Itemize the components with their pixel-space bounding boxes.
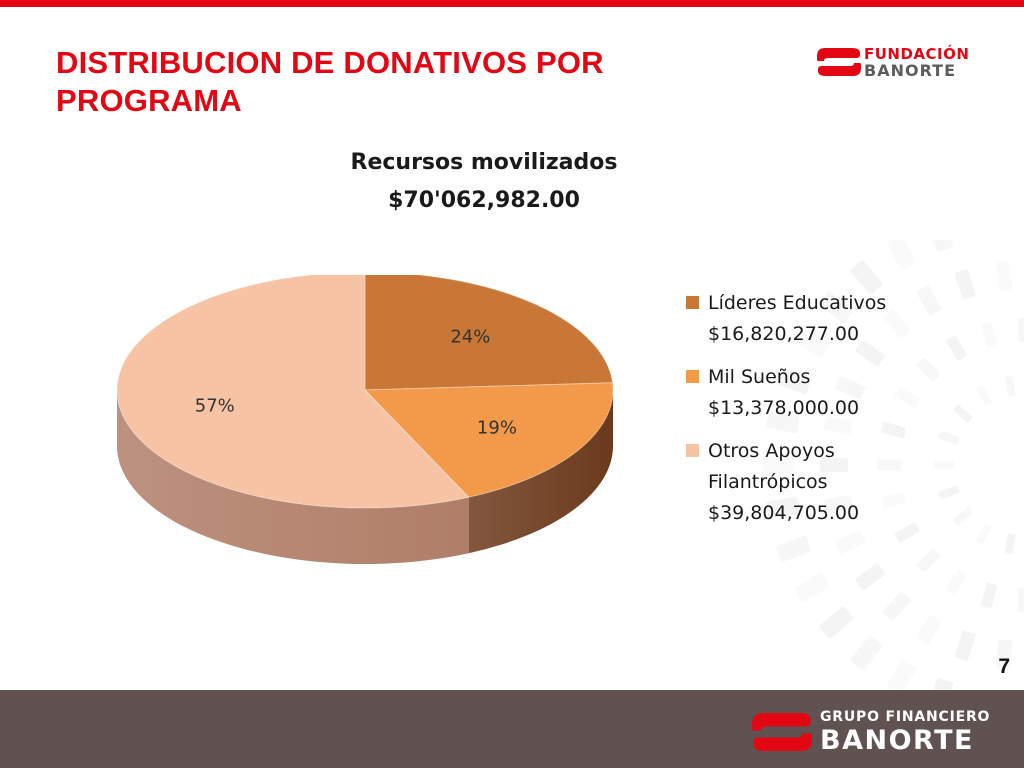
pie-percent-label: 57%	[195, 396, 235, 417]
pie-slice-side	[468, 390, 613, 554]
chart-title-line: $70'062,982.00	[388, 188, 580, 213]
banorte-mark-icon	[817, 48, 861, 76]
top-accent-bar	[0, 0, 1024, 7]
logo-line-banorte: BANORTE	[864, 61, 957, 80]
logo-line-grupo-financiero: GRUPO FINANCIERO	[820, 709, 991, 725]
legend-label-line: $16,820,277.00	[708, 323, 860, 345]
page-number: 7	[998, 655, 1010, 678]
pie-slice-side	[117, 390, 469, 564]
decorative-pattern	[763, 240, 1024, 690]
legend-label-line: Filantrópicos	[708, 471, 828, 493]
legend-label: Mil Sueños $13,378,000.00	[708, 362, 946, 424]
chart-legend: Líderes Educativos $16,820,277.00 Mil Sueñ…	[686, 288, 946, 541]
legend-label-line: $39,804,705.00	[708, 502, 860, 524]
legend-item: Mil Sueños $13,378,000.00	[686, 362, 946, 424]
legend-swatch	[686, 296, 699, 309]
legend-label-line: Mil Sueños	[708, 366, 811, 388]
chart-title-line: Recursos movilizados	[350, 150, 618, 175]
legend-label: Líderes Educativos $16,820,277.00	[708, 288, 946, 350]
pie-chart: 24% 19% 57%	[116, 275, 614, 564]
pie-percent-label: 24%	[450, 327, 490, 348]
legend-label-line: Líderes Educativos	[708, 292, 887, 314]
legend-swatch	[686, 444, 699, 457]
pie-slice	[363, 382, 614, 498]
legend-label-line: Otros Apoyos	[708, 440, 835, 462]
pie-percent-label: 19%	[477, 418, 517, 439]
pie-slice	[364, 275, 614, 391]
footer-bar	[0, 690, 1024, 768]
chart-title: Recursos movilizados $70'062,982.00	[284, 144, 684, 220]
logo-line-fundacion: FUNDACIÓN	[864, 45, 970, 63]
slide-title: DISTRIBUCION DE DONATIVOS POR PROGRAMA	[56, 45, 604, 118]
fundacion-banorte-logo: FUNDACIÓN BANORTE	[814, 46, 994, 80]
pie-slice	[116, 275, 470, 509]
logo-line-banorte: BANORTE	[820, 725, 974, 756]
legend-swatch	[686, 370, 699, 383]
grupo-financiero-banorte-logo: GRUPO FINANCIERO BANORTE	[748, 708, 1014, 756]
legend-label: Otros Apoyos Filantrópicos $39,804,705.00	[708, 436, 946, 529]
legend-item: Líderes Educativos $16,820,277.00	[686, 288, 946, 350]
legend-item: Otros Apoyos Filantrópicos $39,804,705.00	[686, 436, 946, 529]
banorte-mark-icon	[752, 712, 812, 752]
legend-label-line: $13,378,000.00	[708, 397, 860, 419]
